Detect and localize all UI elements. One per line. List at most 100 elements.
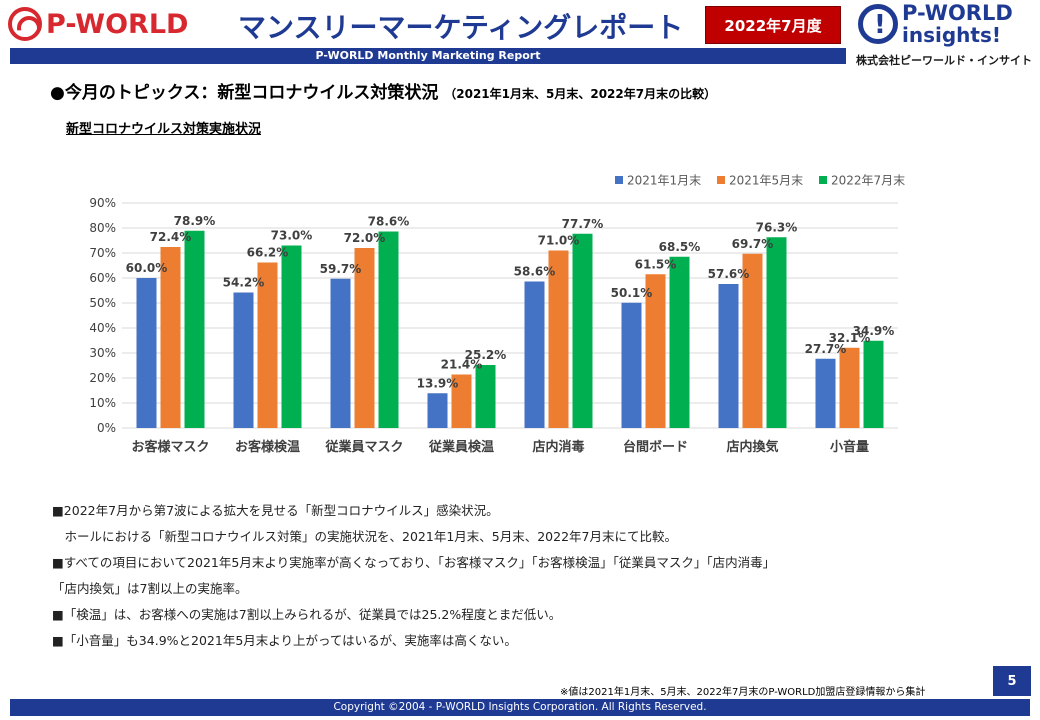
bar xyxy=(548,250,569,428)
x-tick-label: お客様マスク xyxy=(131,439,209,455)
legend-swatch xyxy=(615,176,623,184)
company-name: 株式会社ピーワールド・インサイト xyxy=(856,54,1032,67)
legend-swatch xyxy=(819,176,827,184)
note-line: ■「小音量」も34.9%と2021年5月末より上がってはいるが、実施率は高くない… xyxy=(52,633,517,648)
x-tick-label: 店内消毒 xyxy=(532,439,584,455)
logo-left-text: P-WORLD xyxy=(46,8,189,40)
data-label: 77.7% xyxy=(562,217,604,231)
data-label: 27.7% xyxy=(805,342,847,356)
x-tick-label: お客様検温 xyxy=(235,439,300,455)
x-axis-ticks: お客様マスク お客様検温 従業員マスク 従業員検温 店内消毒 台間ボード 店内換気 小音量 xyxy=(131,439,869,455)
bar-chart: 0% 10% 20% 30% 40% 50% 60% 70% 80% 90% 60.0% 72.4%… xyxy=(89,174,905,456)
data-label: 72.4% xyxy=(150,230,192,244)
bar xyxy=(281,245,302,428)
note-line: ■すべての項目において2021年5月末より実施率が高くなっており、「お客様マスク… xyxy=(52,555,776,570)
data-label: 57.6% xyxy=(708,267,750,281)
x-tick-label: 店内換気 xyxy=(726,439,778,455)
bar xyxy=(475,365,496,428)
data-label: 69.7% xyxy=(732,237,774,251)
data-label: 34.9% xyxy=(853,324,895,338)
y-tick-label: 60% xyxy=(89,271,116,285)
y-tick-label: 0% xyxy=(97,421,116,435)
bar xyxy=(863,340,884,428)
data-label: 78.9% xyxy=(174,214,216,228)
note-line: ■「検温」は、お客様への実施は7割以上みられるが、従業員では25.2%程度とまだ… xyxy=(52,607,562,622)
bar xyxy=(621,302,642,428)
subtitle-bar: P-WORLD Monthly Marketing Report xyxy=(10,48,846,64)
x-tick-label: 従業員検温 xyxy=(428,439,494,455)
legend-swatch xyxy=(717,176,725,184)
bar xyxy=(233,292,254,428)
y-tick-label: 20% xyxy=(89,371,116,385)
bar xyxy=(160,247,181,428)
bar xyxy=(766,237,787,428)
y-tick-label: 90% xyxy=(89,196,116,210)
copyright-footer: Copyright ©2004 - P-WORLD Insights Corpo… xyxy=(10,699,1030,716)
data-label: 13.9% xyxy=(417,376,459,390)
bar xyxy=(257,262,278,428)
p-world-logo: P-WORLD xyxy=(8,6,188,42)
data-label: 78.6% xyxy=(368,215,410,229)
y-tick-label: 10% xyxy=(89,396,116,410)
data-label: 76.3% xyxy=(756,220,798,234)
bar xyxy=(645,274,666,428)
note-line: 「店内換気」は7割以上の実施率。 xyxy=(52,581,248,596)
data-labels: 60.0% 72.4% 78.9% 54.2% 66.2% 73.0% 59.7% 72.0%… xyxy=(126,214,895,391)
data-label: 59.7% xyxy=(320,262,362,276)
data-label: 68.5% xyxy=(659,240,701,254)
data-label: 25.2% xyxy=(465,348,507,362)
date-badge: 2022年7月度 xyxy=(705,6,841,44)
y-tick-label: 40% xyxy=(89,321,116,335)
bar xyxy=(427,393,448,428)
bar xyxy=(718,284,739,428)
bar xyxy=(354,248,375,428)
data-label: 72.0% xyxy=(344,231,386,245)
legend-label: 2021年5月末 xyxy=(729,174,803,188)
bar xyxy=(669,256,690,428)
data-label: 58.6% xyxy=(514,265,556,279)
x-tick-label: 従業員マスク xyxy=(324,439,403,455)
data-label: 71.0% xyxy=(538,234,580,248)
data-label: 60.0% xyxy=(126,261,168,275)
data-label: 50.1% xyxy=(611,286,653,300)
data-label: 54.2% xyxy=(223,276,265,290)
bar xyxy=(136,278,157,428)
y-tick-label: 50% xyxy=(89,296,116,310)
notes-section: ■2022年7月から第7波による拡大を見せる「新型コロナウイルス」感染状況。 ホ… xyxy=(52,498,775,654)
data-label: 66.2% xyxy=(247,246,289,260)
chart-caption: 新型コロナウイルス対策実施状況 xyxy=(66,122,262,137)
insights-logo: ! P-WORLD insights! 株式会社ピーワールド・インサイト xyxy=(856,1,1036,67)
y-axis-ticks: 0% 10% 20% 30% 40% 50% 60% 70% 80% 90% xyxy=(89,196,116,435)
bar xyxy=(524,281,545,428)
page-number: 5 xyxy=(993,666,1031,696)
note-line: ホールにおける「新型コロナウイルス対策」の実施状況を、2021年1月末、5月末、… xyxy=(52,529,677,544)
bar xyxy=(451,374,472,428)
data-label: 32.1% xyxy=(829,331,871,345)
bar xyxy=(742,253,763,428)
footnote: ※値は2021年1月末、5月末、2022年7月末のP-WORLD加盟店登録情報か… xyxy=(560,687,926,698)
note-line: ■2022年7月から第7波による拡大を見せる「新型コロナウイルス」感染状況。 xyxy=(52,503,499,518)
topic-comparison: （2021年1月末、5月末、2022年7月末の比較） xyxy=(444,87,717,101)
topic-heading: ●今月のトピックス：新型コロナウイルス対策状況 （2021年1月末、5月末、20… xyxy=(50,78,716,103)
page-title: マンスリーマーケティングレポート xyxy=(238,11,684,44)
bar xyxy=(378,231,399,428)
logo-right-sub: insights! xyxy=(902,23,1001,47)
y-tick-label: 70% xyxy=(89,246,116,260)
exclamation-icon: ! xyxy=(858,4,898,44)
data-label: 73.0% xyxy=(271,229,313,243)
x-tick-label: 台間ボード xyxy=(623,439,688,455)
chart-legend: 2021年1月末 2021年5月末 2022年7月末 xyxy=(615,174,905,188)
y-tick-label: 80% xyxy=(89,221,116,235)
bar xyxy=(184,230,205,428)
legend-label: 2022年7月末 xyxy=(831,174,905,188)
data-label: 21.4% xyxy=(441,358,483,372)
topic-title: ●今月のトピックス：新型コロナウイルス対策状況 xyxy=(50,83,439,103)
legend-label: 2021年1月末 xyxy=(627,174,701,188)
bar xyxy=(839,347,860,428)
bar xyxy=(330,278,351,428)
bar xyxy=(572,233,593,428)
x-tick-label: 小音量 xyxy=(830,439,869,455)
y-tick-label: 30% xyxy=(89,346,116,360)
logo-right-brand: P-WORLD xyxy=(902,1,1013,25)
p-world-logo-icon xyxy=(8,7,42,41)
